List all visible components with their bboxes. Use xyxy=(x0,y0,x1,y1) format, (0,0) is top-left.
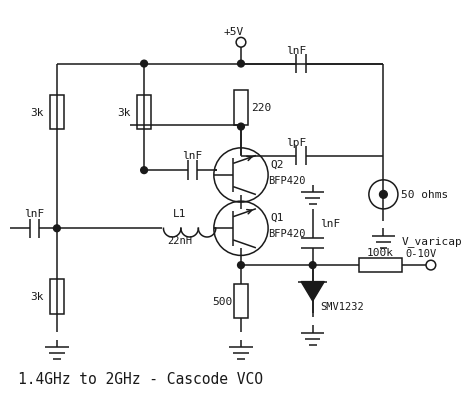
Text: 3k: 3k xyxy=(30,292,43,301)
Text: 100k: 100k xyxy=(367,247,394,257)
Bar xyxy=(137,95,151,130)
Circle shape xyxy=(237,262,245,269)
Text: 1.4GHz to 2GHz - Cascode VCO: 1.4GHz to 2GHz - Cascode VCO xyxy=(18,371,263,386)
Circle shape xyxy=(237,61,245,68)
Text: 50 ohms: 50 ohms xyxy=(401,190,448,200)
Text: V_varicap: V_varicap xyxy=(402,236,463,247)
Text: 3k: 3k xyxy=(30,108,43,118)
Text: 500: 500 xyxy=(212,296,232,306)
Bar xyxy=(50,95,64,130)
Text: L1: L1 xyxy=(173,208,187,218)
Text: lnF: lnF xyxy=(182,150,203,160)
Text: 3k: 3k xyxy=(117,108,130,118)
Text: +5V: +5V xyxy=(224,26,244,36)
Bar xyxy=(359,259,402,272)
Text: SMV1232: SMV1232 xyxy=(320,301,364,311)
Circle shape xyxy=(141,61,147,68)
Circle shape xyxy=(237,124,245,131)
Text: 0-10V: 0-10V xyxy=(406,249,437,259)
Circle shape xyxy=(54,225,60,232)
Text: 220: 220 xyxy=(251,103,271,113)
Text: Q1: Q1 xyxy=(270,212,283,222)
Circle shape xyxy=(380,191,387,199)
Bar xyxy=(234,90,248,125)
Text: lpF: lpF xyxy=(286,138,306,148)
Text: 22nH: 22nH xyxy=(167,235,192,245)
Bar xyxy=(234,284,248,318)
Bar xyxy=(50,279,64,314)
Polygon shape xyxy=(301,282,324,301)
Text: Q2: Q2 xyxy=(270,159,283,169)
Circle shape xyxy=(141,167,147,174)
Text: BFP420: BFP420 xyxy=(268,228,306,239)
Text: lnF: lnF xyxy=(25,208,45,218)
Text: BFP420: BFP420 xyxy=(268,176,306,185)
Circle shape xyxy=(309,262,316,269)
Text: lnF: lnF xyxy=(320,219,341,229)
Text: lnF: lnF xyxy=(286,46,306,56)
